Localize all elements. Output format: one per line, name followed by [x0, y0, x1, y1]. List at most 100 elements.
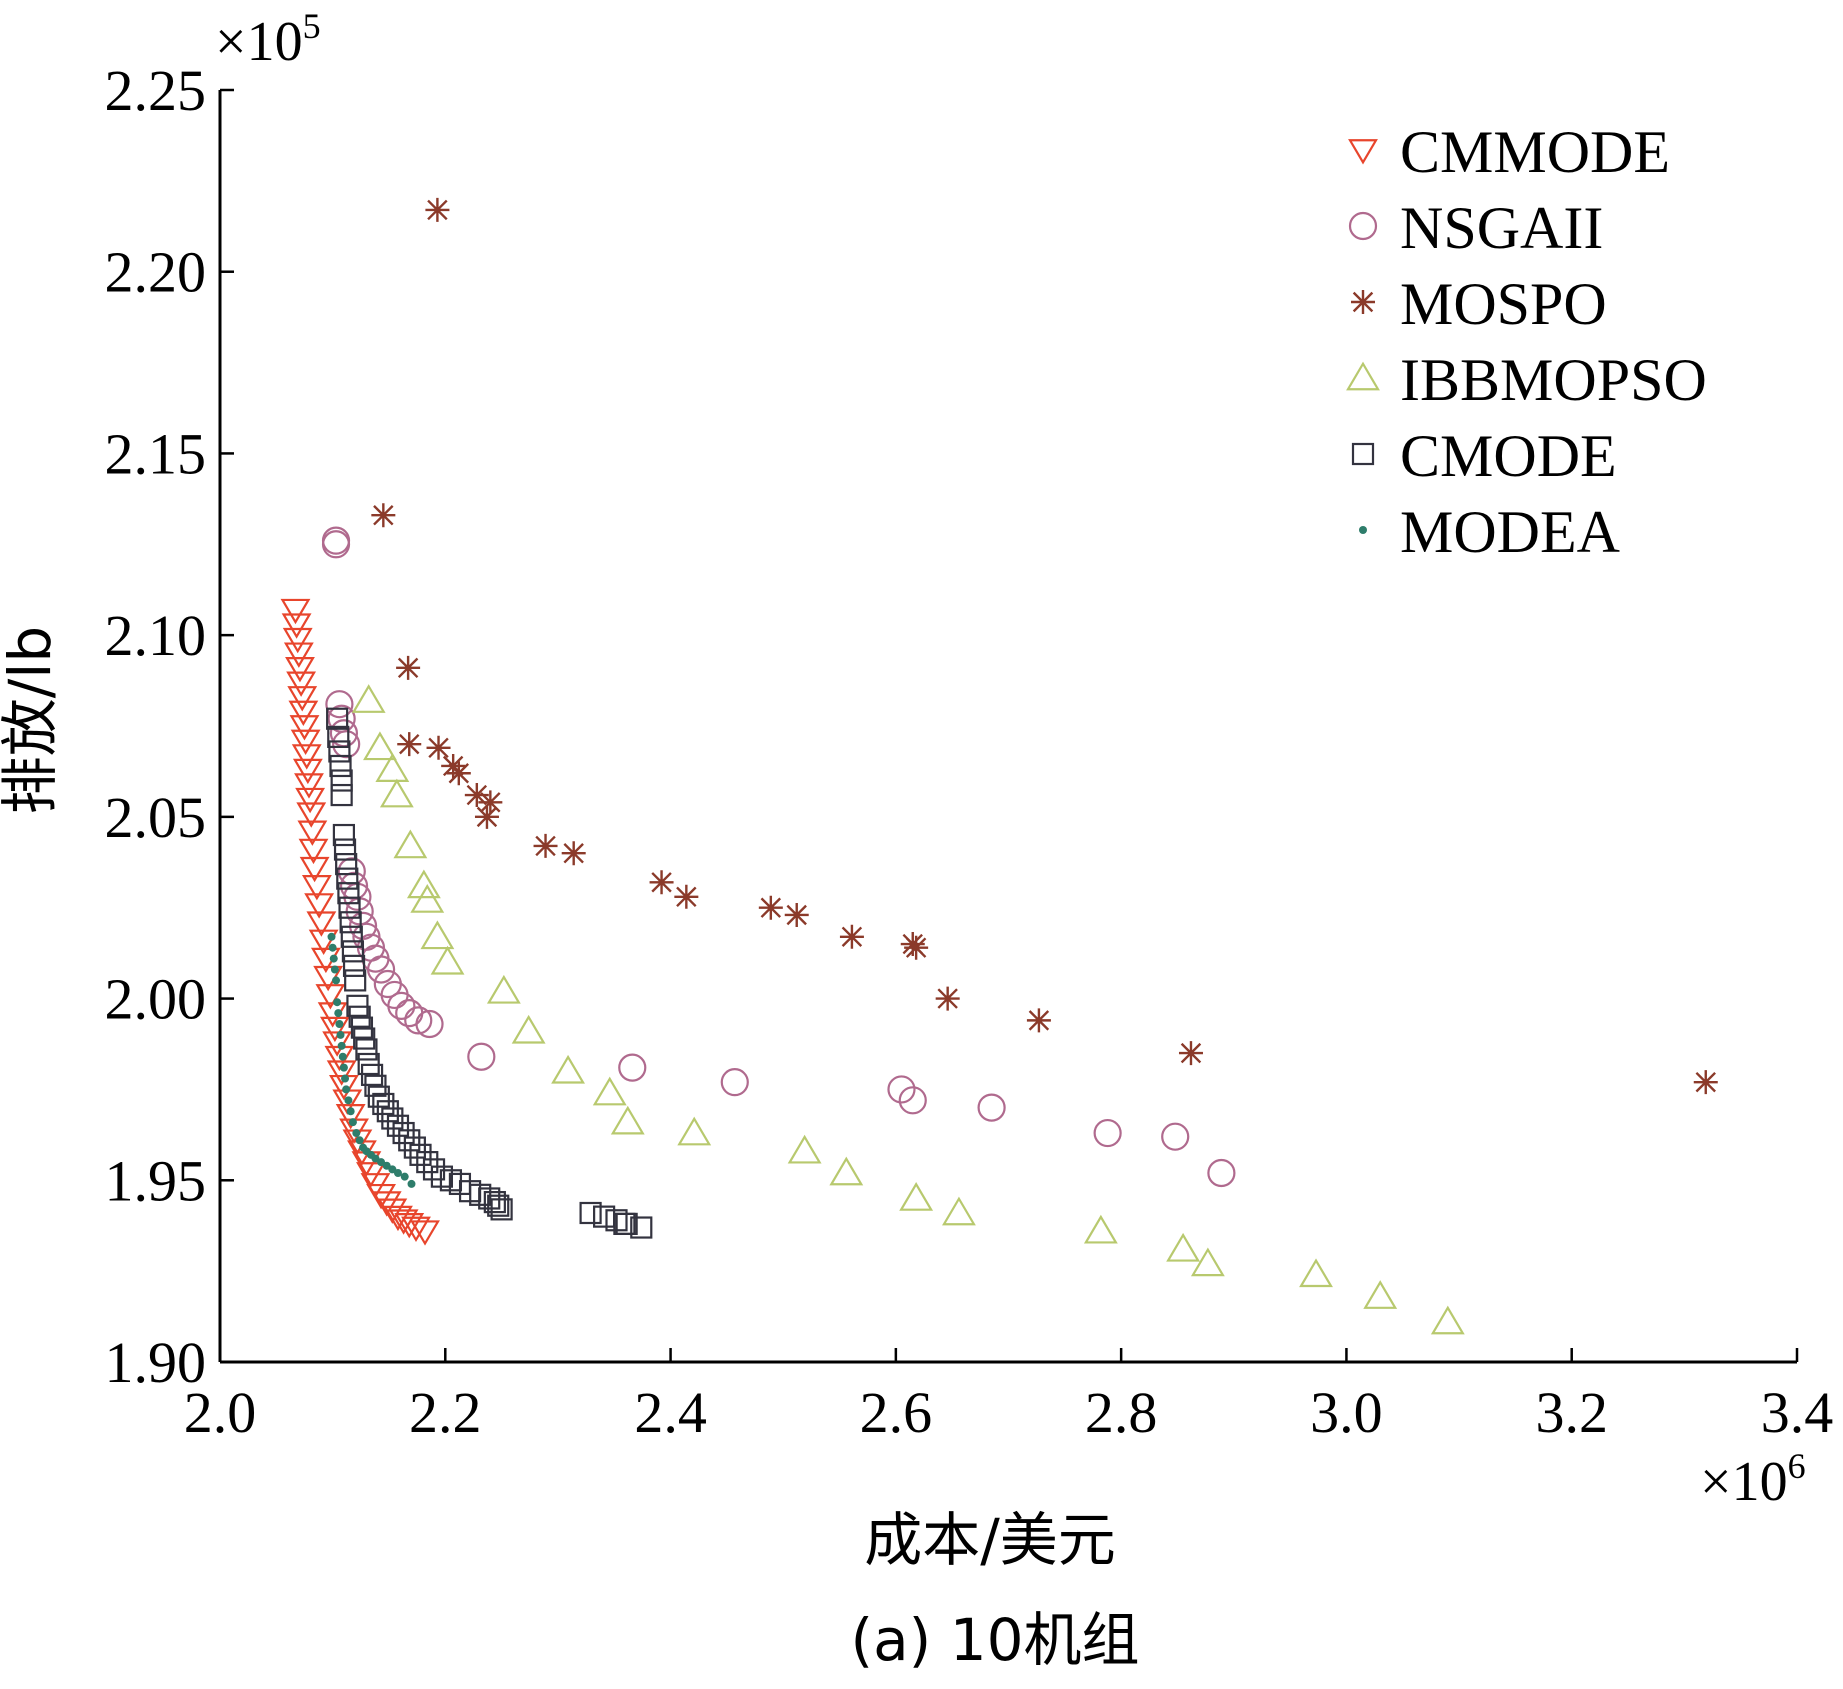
data-point-nsgaii: [321, 530, 351, 559]
data-point-cmode: [326, 707, 349, 730]
data-point-cmmode: [319, 1016, 350, 1043]
data-point-ibbmopso: [363, 731, 397, 761]
data-point-nsgaii: [720, 1068, 749, 1097]
data-point-cmode: [329, 754, 352, 778]
data-point-cmode: [327, 725, 350, 749]
data-point-mospo: [758, 895, 783, 920]
data-point-nsgaii: [618, 1053, 647, 1082]
data-point-ibbmopso: [351, 684, 386, 713]
data-point-mospo: [478, 790, 503, 815]
data-point-ibbmopso: [410, 884, 445, 913]
legend-item-modea: MODEA: [1359, 499, 1620, 565]
data-point-cmode: [398, 1129, 421, 1152]
data-point-cmmode: [366, 1183, 397, 1210]
data-point-cmmode: [298, 838, 329, 865]
data-point-cmode: [630, 1216, 653, 1239]
data-point-nsgaii: [898, 1086, 927, 1115]
data-point-modea: [352, 1129, 361, 1138]
legend-marker-cmmode: [1348, 139, 1378, 165]
x-tick-label: 3.0: [1310, 1380, 1383, 1445]
x-tick-label: 2.0: [184, 1380, 257, 1445]
data-point-modea: [334, 1009, 343, 1018]
x-axis-label: 成本/美元: [864, 1506, 1116, 1574]
data-point-cmmode: [306, 911, 337, 937]
data-point-cmmode: [288, 700, 319, 726]
x-tick-label: 3.4: [1761, 1380, 1834, 1445]
data-point-cmmode: [292, 758, 323, 785]
chart-legend: CMMODE NSGAII MOSPO IBBMOPSO CMODE MODEA: [1346, 119, 1707, 565]
data-point-cmmode: [335, 1104, 366, 1130]
y-tick-label: 2.00: [105, 967, 207, 1032]
data-point-cmode: [342, 954, 366, 977]
data-point-mospo: [474, 804, 499, 829]
x-tick-label: 2.2: [409, 1380, 482, 1445]
data-point-cmmode: [289, 715, 320, 741]
data-point-cmode: [355, 1038, 378, 1061]
data-point-cmmode: [304, 893, 335, 919]
data-point-modea: [329, 954, 338, 963]
data-point-cmode: [416, 1151, 439, 1174]
y-tick-label: 1.95: [105, 1148, 207, 1213]
data-point-modea: [335, 1020, 344, 1029]
data-point-modea: [336, 1030, 345, 1039]
data-point-nsgaii: [1207, 1158, 1236, 1188]
data-point-cmmode: [326, 1060, 357, 1086]
legend-marker-cmode: [1351, 442, 1375, 466]
data-point-mospo: [533, 833, 558, 858]
data-point-ibbmopso: [1299, 1258, 1333, 1288]
data-point-nsgaii: [1161, 1122, 1190, 1151]
y-tick-label: 2.05: [105, 785, 207, 850]
data-point-nsgaii: [467, 1042, 496, 1071]
data-point-nsgaii: [387, 991, 416, 1020]
data-point-modea: [400, 1172, 409, 1181]
series-modea: [327, 932, 416, 1188]
data-point-nsgaii: [395, 999, 424, 1028]
data-point-cmmode: [388, 1209, 419, 1235]
y-multiplier-label: ×105: [215, 6, 321, 73]
data-point-cmode: [339, 911, 362, 934]
data-point-nsgaii: [415, 1009, 444, 1039]
data-point-modea: [333, 998, 342, 1007]
data-point-cmmode: [410, 1220, 440, 1246]
data-point-modea: [348, 1118, 357, 1127]
data-point-ibbmopso: [1166, 1232, 1201, 1262]
legend-marker-mospo: [1351, 290, 1375, 314]
data-point-ibbmopso: [1190, 1247, 1225, 1277]
series-cmmode: [280, 598, 440, 1246]
data-point-cmode: [333, 838, 357, 861]
data-point-cmode: [332, 823, 356, 847]
chart-axes: 2.0 2.2 2.4 2.6 2.8 3.0 3.2 3.4 1.90 1.95 2.00 2.05…: [105, 58, 1834, 1445]
data-point-cmmode: [315, 984, 346, 1010]
data-point-modea: [355, 1136, 364, 1145]
data-point-modea: [341, 1074, 350, 1083]
series-mospo: [371, 197, 1718, 1095]
data-point-cmmode: [294, 773, 324, 799]
x-tick-label: 2.8: [1085, 1380, 1158, 1445]
data-point-cmode: [328, 740, 351, 763]
data-point-cmode: [386, 1114, 410, 1137]
y-tick-label: 2.25: [105, 58, 207, 123]
data-point-cmode: [338, 896, 361, 919]
data-point-nsgaii: [977, 1093, 1006, 1122]
data-point-mospo: [784, 902, 809, 927]
data-point-cmmode: [287, 686, 318, 712]
legend-item-ibbmopso: IBBMOPSO: [1346, 347, 1707, 413]
legend-item-mospo: MOSPO: [1351, 271, 1607, 337]
data-point-cmmode: [280, 598, 311, 625]
legend-marker-modea: [1359, 526, 1367, 534]
data-point-mospo: [446, 761, 471, 786]
data-point-ibbmopso: [375, 753, 410, 782]
data-point-ibbmopso: [511, 1014, 546, 1044]
series-nsgaii: [321, 526, 1236, 1188]
data-point-mospo: [397, 732, 422, 757]
x-tick-label: 2.4: [634, 1380, 707, 1445]
data-point-mospo: [464, 783, 489, 808]
data-point-ibbmopso: [420, 920, 455, 950]
data-point-nsgaii: [366, 955, 396, 984]
legend-item-cmode: CMODE: [1351, 423, 1617, 489]
data-point-nsgaii: [404, 1006, 433, 1035]
data-point-cmmode: [283, 642, 314, 668]
data-point-ibbmopso: [406, 869, 441, 899]
data-point-ibbmopso: [942, 1196, 976, 1226]
